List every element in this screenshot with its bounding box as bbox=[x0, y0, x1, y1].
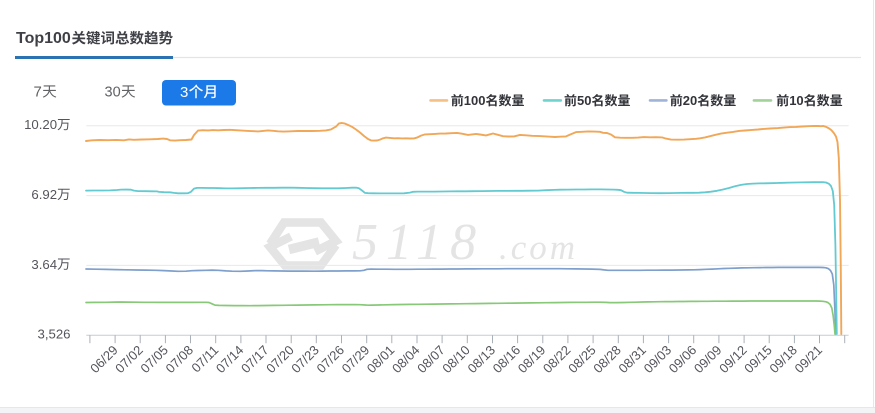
svg-text:50: 50 bbox=[577, 93, 591, 108]
svg-text:7: 7 bbox=[34, 84, 42, 101]
svg-text:100: 100 bbox=[464, 93, 486, 108]
svg-text:Top100: Top100 bbox=[16, 30, 71, 47]
svg-text:.com: .com bbox=[499, 228, 578, 267]
svg-text:6.92: 6.92 bbox=[31, 187, 57, 202]
svg-text:3.64: 3.64 bbox=[31, 257, 57, 272]
svg-text:5118: 5118 bbox=[352, 214, 484, 271]
svg-text:10: 10 bbox=[789, 93, 803, 108]
svg-text:20: 20 bbox=[683, 93, 697, 108]
svg-text:10.20: 10.20 bbox=[24, 117, 57, 132]
svg-text:3,526: 3,526 bbox=[37, 327, 70, 342]
svg-text:3: 3 bbox=[180, 84, 188, 101]
svg-text:30: 30 bbox=[105, 85, 121, 101]
